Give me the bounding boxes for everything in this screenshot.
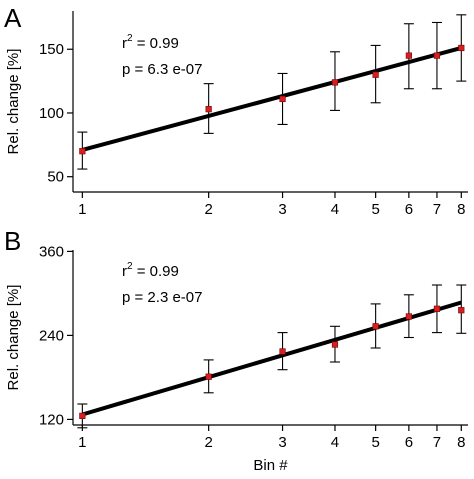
data-point <box>458 307 465 314</box>
y-tick-label: 360 <box>39 243 64 260</box>
x-tick-label: 6 <box>405 434 413 451</box>
data-point <box>405 313 412 320</box>
x-tick-label: 2 <box>204 201 212 218</box>
data-point <box>433 52 441 59</box>
x-tick-label: 2 <box>204 434 212 451</box>
p-value-label: p = 6.3 e-07 <box>122 61 202 78</box>
data-point <box>279 348 286 355</box>
x-tick-label: 5 <box>371 434 379 451</box>
fit-line <box>81 300 462 417</box>
data-point <box>205 373 212 380</box>
y-axis-title: Rel. change [%] <box>5 49 22 155</box>
data-point <box>372 71 379 78</box>
x-tick-label: 1 <box>78 434 86 451</box>
x-tick-label: 3 <box>278 434 286 451</box>
x-tick-label: 8 <box>457 434 465 451</box>
data-point <box>433 305 441 312</box>
x-tick-label: 4 <box>331 201 339 218</box>
chart-panel-b: B 120 240 360 1 2 3 4 5 6 7 8 Rel. change [%] Bin # r2… <box>4 226 468 474</box>
data-point <box>331 79 339 86</box>
data-point <box>79 412 86 420</box>
fit-line <box>81 46 462 152</box>
y-tick-label: 50 <box>47 169 64 186</box>
panel-letter: B <box>4 226 21 256</box>
data-point <box>372 323 379 330</box>
data-point <box>405 52 412 59</box>
x-axis-title: Bin # <box>253 457 288 474</box>
x-tick-label: 4 <box>331 434 339 451</box>
y-tick-label: 100 <box>39 105 64 122</box>
x-tick-label: 3 <box>278 201 286 218</box>
data-point <box>331 341 339 348</box>
panel-letter: A <box>4 3 22 33</box>
y-tick-label: 240 <box>39 327 64 344</box>
x-tick-label: 5 <box>371 201 379 218</box>
x-tick-label: 7 <box>433 434 441 451</box>
y-tick-label: 150 <box>39 41 64 58</box>
r-squared-label: r2 = 0.99 <box>122 33 179 52</box>
p-value-label: p = 2.3 e-07 <box>122 289 202 306</box>
x-tick-label: 6 <box>405 201 413 218</box>
chart-panel-a: A 50 100 150 1 2 3 4 5 6 7 8 Rel. change [%] r2 = 0.9… <box>4 3 468 218</box>
data-point <box>205 106 212 113</box>
x-tick-label: 7 <box>433 201 441 218</box>
x-tick-label: 8 <box>457 201 465 218</box>
x-tick-label: 1 <box>78 201 86 218</box>
y-axis-title: Rel. change [%] <box>5 285 22 391</box>
y-tick-label: 120 <box>39 411 64 428</box>
r-squared-label: r2 = 0.99 <box>122 261 179 280</box>
data-point <box>279 95 286 103</box>
data-point <box>79 148 86 155</box>
data-point <box>458 44 465 52</box>
